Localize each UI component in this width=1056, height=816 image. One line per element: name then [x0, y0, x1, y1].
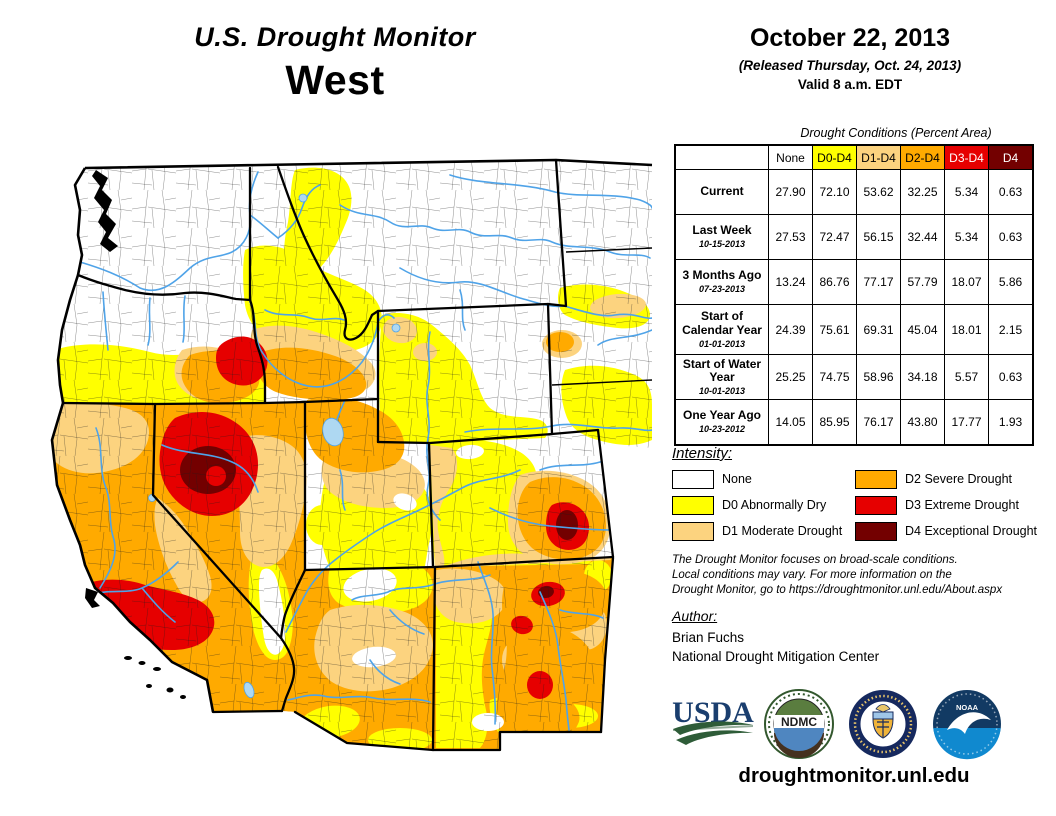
table-cell: 77.17: [856, 259, 901, 305]
swatch-d4: [855, 521, 897, 541]
site-url: droughtmonitor.unl.edu: [738, 764, 970, 787]
swatch-d3: [855, 495, 897, 515]
col-header-d0d4: D0-D4: [812, 144, 857, 170]
valid-time: Valid 8 a.m. EDT: [797, 77, 903, 92]
table-cell: 58.96: [856, 354, 901, 400]
swatch-d0: [672, 495, 714, 515]
row-label: One Year Ago 10-23-2012: [674, 399, 769, 445]
drought-map: [30, 140, 660, 772]
col-header-none: None: [768, 144, 813, 170]
table-cell: 5.57: [944, 354, 989, 400]
table-cell: 72.10: [812, 169, 857, 215]
table-cell: 24.39: [768, 304, 813, 355]
table-cell: 53.62: [856, 169, 901, 215]
row-label: Current: [674, 169, 769, 215]
legend-item: None: [672, 469, 752, 489]
table-cell: 0.63: [988, 169, 1034, 215]
row-label: 3 Months Ago 07-23-2013: [674, 259, 769, 305]
author-title: Author:: [672, 608, 718, 624]
table-cell: 27.53: [768, 214, 813, 260]
report-title: U.S. Drought Monitor: [194, 22, 476, 52]
table-cell: 74.75: [812, 354, 857, 400]
swatch-none: [672, 469, 714, 489]
svg-text:NDMC: NDMC: [781, 715, 817, 729]
report-date: October 22, 2013: [749, 24, 951, 52]
table-header-row: None D0-D4 D1-D4 D2-D4 D3-D4 D4: [675, 144, 1034, 170]
table-cell: 18.07: [944, 259, 989, 305]
legend-title: Intensity:: [672, 445, 733, 462]
table-title: Drought Conditions (Percent Area): [800, 126, 992, 140]
neighbor-state-borders: [551, 247, 653, 386]
table-cell: 5.34: [944, 169, 989, 215]
table-row: Last Week 10-15-2013 27.53 72.47 56.15 32…: [674, 214, 1034, 260]
table-cell: 32.44: [900, 214, 945, 260]
drought-map-svg: [50, 158, 653, 752]
legend-item: D1 Moderate Drought: [672, 521, 842, 541]
table-row: Current 27.90 72.10 53.62 32.25 5.34 0.6…: [674, 169, 1034, 215]
coast-and-national-borders: [50, 158, 653, 713]
table-cell: 27.90: [768, 169, 813, 215]
table-row: 3 Months Ago 07-23-2013 13.24 86.76 77.17…: [674, 259, 1034, 305]
table-corner-cell: [675, 145, 769, 170]
table-cell: 1.93: [988, 399, 1034, 445]
table-cell: 57.79: [900, 259, 945, 305]
table-cell: 76.17: [856, 399, 901, 445]
col-header-d2d4: D2-D4: [900, 144, 945, 170]
drought-conditions-table: None D0-D4 D1-D4 D2-D4 D3-D4 D4 Current …: [674, 144, 1034, 446]
drought-layers: [52, 160, 652, 750]
legend-item: D4 Exceptional Drought: [855, 521, 1037, 541]
table-cell: 34.18: [900, 354, 945, 400]
table-cell: 17.77: [944, 399, 989, 445]
table-cell: 85.95: [812, 399, 857, 445]
usda-logo: USDA: [672, 696, 754, 745]
released-date: (Released Thursday, Oct. 24, 2013): [738, 58, 962, 73]
table-cell: 72.47: [812, 214, 857, 260]
puget-sound: [85, 170, 186, 699]
legend-item: D3 Extreme Drought: [855, 495, 1019, 515]
table-cell: 25.25: [768, 354, 813, 400]
map-title-block: U.S. Drought Monitor West: [105, 22, 565, 104]
table-cell: 5.86: [988, 259, 1034, 305]
swatch-d1: [672, 521, 714, 541]
state-borders: [61, 158, 615, 752]
col-header-d3d4: D3-D4: [944, 144, 989, 170]
row-label: Start of Water Year 10-01-2013: [674, 354, 769, 400]
legend-item: D0 Abnormally Dry: [672, 495, 826, 515]
table-cell: 5.34: [944, 214, 989, 260]
swatch-d2: [855, 469, 897, 489]
col-header-d1d4: D1-D4: [856, 144, 901, 170]
table-cell: 32.25: [900, 169, 945, 215]
date-block: October 22, 2013 (Released Thursday, Oct…: [660, 24, 1040, 92]
table-cell: 45.04: [900, 304, 945, 355]
table-row: One Year Ago 10-23-2012 14.05 85.95 76.17…: [674, 399, 1034, 445]
table-cell: 69.31: [856, 304, 901, 355]
table-cell: 0.63: [988, 354, 1034, 400]
table-cell: 43.80: [900, 399, 945, 445]
table-cell: 18.01: [944, 304, 989, 355]
legend-item: D2 Severe Drought: [855, 469, 1012, 489]
table-row: Start of Water Year 10-01-2013 25.25 74.7…: [674, 354, 1034, 400]
lakes: [148, 193, 401, 699]
region-title: West: [285, 57, 385, 103]
row-label: Last Week 10-15-2013: [674, 214, 769, 260]
table-cell: 14.05: [768, 399, 813, 445]
table-cell: 86.76: [812, 259, 857, 305]
svg-text:NOAA: NOAA: [956, 703, 979, 712]
table-cell: 13.24: [768, 259, 813, 305]
noaa-logo: NOAA: [933, 690, 1001, 760]
table-cell: 56.15: [856, 214, 901, 260]
table-cell: 2.15: [988, 304, 1034, 355]
author-org: National Drought Mitigation Center: [672, 649, 880, 664]
col-header-d4: D4: [988, 144, 1034, 170]
ndmc-logo: NDMC: [764, 689, 834, 759]
table-cell: 75.61: [812, 304, 857, 355]
author-name: Brian Fuchs: [672, 630, 745, 645]
row-label: Start of Calendar Year 01-01-2013: [674, 304, 769, 355]
table-row: Start of Calendar Year 01-01-2013 24.39 7…: [674, 304, 1034, 355]
logo-row: USDA NDMC: [668, 686, 1008, 760]
table-cell: 0.63: [988, 214, 1034, 260]
commerce-logo: [849, 690, 917, 758]
disclaimer-text: The Drought Monitor focuses on broad-sca…: [672, 554, 1003, 596]
